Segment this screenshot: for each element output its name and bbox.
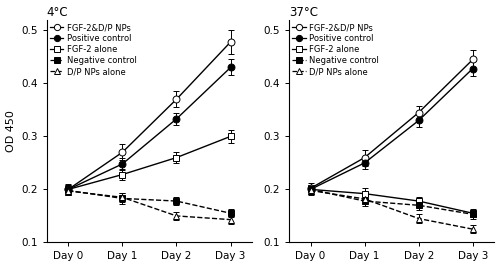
Legend: FGF-2&D/P NPs, Positive control, FGF-2 alone, Negative control, D/P NPs alone: FGF-2&D/P NPs, Positive control, FGF-2 a… [292,22,380,77]
Legend: FGF-2&D/P NPs, Positive control, FGF-2 alone, Negative control, D/P NPs alone: FGF-2&D/P NPs, Positive control, FGF-2 a… [49,22,138,77]
Text: 37°C: 37°C [289,6,318,18]
Text: 4°C: 4°C [46,6,68,18]
Y-axis label: OD 450: OD 450 [6,110,16,152]
